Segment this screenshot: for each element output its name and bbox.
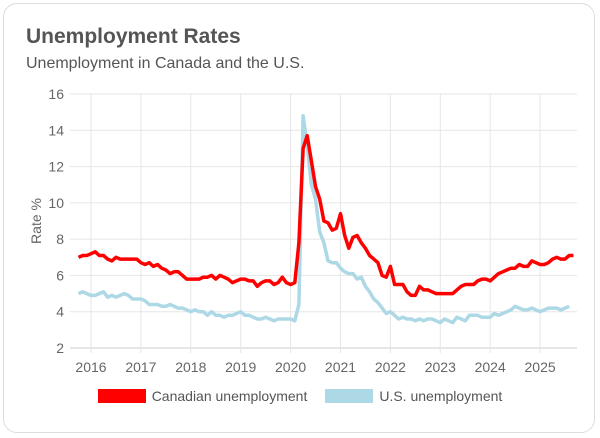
series-line-us — [77, 114, 570, 325]
y-axis-label: Rate % — [28, 198, 44, 244]
legend-swatch-canada — [97, 389, 146, 403]
x-tick-label: 2018 — [175, 359, 206, 375]
y-tick-label: 16 — [48, 86, 64, 102]
series-line-canada — [77, 133, 574, 298]
x-tick-label: 2023 — [425, 359, 456, 375]
y-tick-label: 6 — [56, 267, 64, 283]
x-tick-label: 2021 — [325, 359, 356, 375]
x-tick-label: 2025 — [525, 359, 556, 375]
y-tick-label: 14 — [48, 122, 64, 138]
x-tick-label: 2016 — [75, 359, 106, 375]
legend-swatch-us — [325, 389, 374, 403]
legend-item-us[interactable]: U.S. unemployment — [325, 388, 502, 404]
legend-item-canada[interactable]: Canadian unemployment — [97, 388, 308, 404]
x-tick-label: 2019 — [225, 359, 256, 375]
legend-label-us: U.S. unemployment — [379, 388, 503, 404]
y-tick-label: 4 — [56, 304, 64, 320]
x-tick-label: 2024 — [475, 359, 506, 375]
legend-label-canada: Canadian unemployment — [151, 388, 308, 404]
x-tick-label: 2022 — [375, 359, 406, 375]
y-tick-label: 12 — [48, 159, 64, 175]
chart-subtitle: Unemployment in Canada and the U.S. — [26, 55, 305, 72]
x-tick-label: 2020 — [275, 359, 306, 375]
y-tick-label: 8 — [56, 231, 64, 247]
legend: Canadian unemployment U.S. unemployment — [0, 388, 600, 404]
x-tick-label: 2017 — [125, 359, 156, 375]
y-tick-label: 2 — [56, 340, 64, 356]
y-tick-label: 10 — [48, 195, 64, 211]
chart-title: Unemployment Rates — [26, 25, 241, 48]
